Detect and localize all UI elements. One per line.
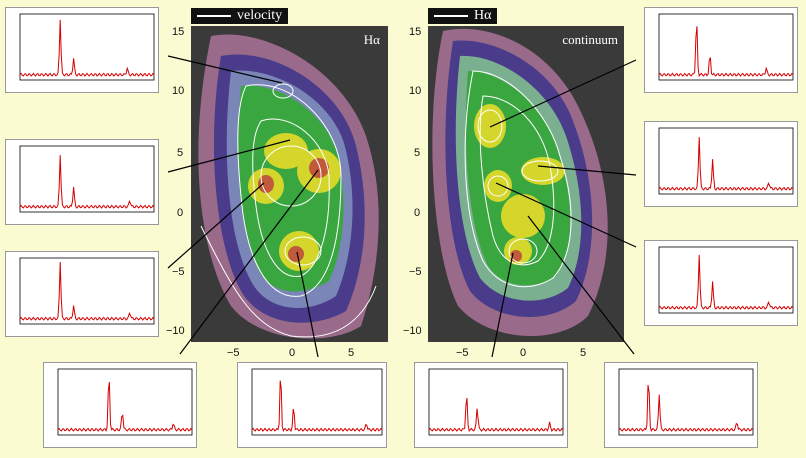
velocity-map: velocity Hα: [191, 8, 388, 342]
map-label: continuum: [562, 32, 618, 47]
spectrum-axes: [19, 13, 155, 81]
spectrum-inset: [414, 362, 568, 448]
legend-line: [434, 15, 468, 17]
spectrum-axes: [658, 127, 794, 195]
spectrum-inset: [5, 251, 159, 337]
spectrum-inset: [43, 362, 197, 448]
spectrum-plot: [428, 368, 564, 436]
spectrum-line: [428, 397, 564, 433]
y-tick: 10: [409, 85, 422, 97]
legend-label: Hα: [474, 8, 492, 23]
x-tick: −5: [227, 347, 240, 359]
velocity-map-image: [191, 26, 388, 342]
y-tick: 10: [172, 85, 185, 97]
continuum-map: Hα continuum: [428, 8, 624, 342]
x-tick: −5: [456, 347, 469, 359]
spectrum-plot: [19, 145, 155, 213]
x-tick: 0: [520, 347, 527, 359]
spectrum-line: [618, 384, 754, 433]
legend-line: [197, 15, 231, 17]
spectrum-inset: [5, 7, 159, 93]
spectrum-inset: [644, 121, 798, 207]
spectrum-axes: [618, 368, 754, 436]
spectrum-axes: [658, 13, 794, 81]
spectrum-inset: [5, 139, 159, 225]
spectrum-line: [658, 26, 794, 78]
y-tick: 0: [177, 207, 184, 219]
spectrum-plot: [658, 13, 794, 81]
spectrum-line: [658, 254, 794, 310]
spectrum-line: [57, 382, 193, 432]
spectrum-inset: [237, 362, 387, 448]
spectrum-plot: [19, 257, 155, 325]
x-tick: 0: [289, 347, 296, 359]
map-label: Hα: [363, 32, 380, 47]
x-tick: 5: [580, 347, 587, 359]
y-tick: 0: [414, 207, 421, 219]
y-tick: 15: [409, 26, 422, 38]
y-tick: −10: [166, 325, 185, 337]
spectrum-line: [19, 155, 155, 209]
y-tick: −10: [403, 325, 422, 337]
spectrum-line: [251, 380, 383, 433]
legend-label: velocity: [237, 8, 283, 23]
y-tick: −5: [172, 266, 185, 278]
spectrum-inset: [644, 7, 798, 93]
spectrum-axes: [19, 145, 155, 213]
spectrum-axes: [19, 257, 155, 325]
spectrum-plot: [251, 368, 383, 436]
continuum-map-image: [428, 26, 624, 342]
spectrum-plot: [19, 13, 155, 81]
spectrum-plot: [618, 368, 754, 436]
spectrum-plot: [658, 127, 794, 195]
spectrum-inset: [644, 240, 798, 326]
spectrum-inset: [604, 362, 758, 448]
spectrum-line: [658, 137, 794, 191]
y-tick: −5: [409, 266, 422, 278]
halpha-legend: Hα: [428, 8, 498, 24]
y-tick: 5: [414, 147, 421, 159]
y-tick: 15: [172, 26, 185, 38]
y-tick: 5: [177, 147, 184, 159]
spectrum-line: [19, 19, 155, 77]
spectrum-axes: [251, 368, 383, 436]
spectrum-plot: [658, 246, 794, 314]
spectrum-axes: [428, 368, 564, 436]
spectrum-plot: [57, 368, 193, 436]
velocity-legend: velocity: [191, 8, 289, 24]
spectrum-axes: [57, 368, 193, 436]
spectrum-line: [19, 261, 155, 321]
spectrum-axes: [658, 246, 794, 314]
x-tick: 5: [348, 347, 355, 359]
